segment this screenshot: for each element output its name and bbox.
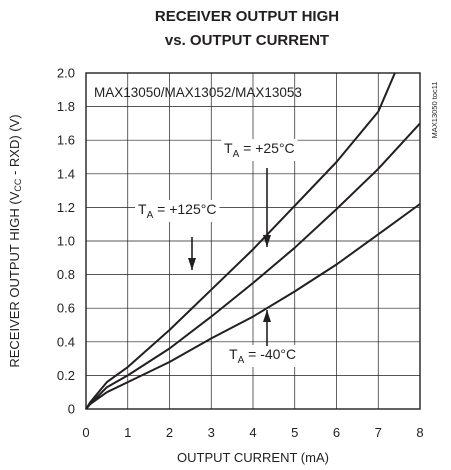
annotation-backdrop: [221, 139, 298, 161]
y-tick-label: 1.0: [57, 234, 75, 249]
y-tick-label: 1.8: [57, 99, 75, 114]
annotation-ta-25: TA = +25°C: [221, 139, 298, 247]
x-tick-label: 7: [375, 425, 382, 440]
annotation-label: TA = +125°C: [138, 201, 216, 221]
grid: [86, 73, 420, 409]
curves: [85, 72, 421, 410]
y-tick-label: 0.6: [57, 301, 75, 316]
y-tick-label: 1.2: [57, 200, 75, 215]
annotation-backdrop: [226, 345, 300, 367]
annotation-ta-125: TA = +125°C: [135, 200, 220, 270]
plot-frame: [85, 72, 421, 410]
x-tick-label: 0: [82, 425, 89, 440]
annotation-ta-minus-40: TA = -40°C: [226, 310, 300, 367]
y-tick-label: 0.8: [57, 267, 75, 282]
x-axis-label: OUTPUT CURRENT (mA): [177, 450, 329, 465]
x-tick-labels: 0 1 2 3 4 5 6 7 8: [82, 425, 423, 440]
x-tick-label: 2: [166, 425, 173, 440]
chart-title-line1: RECEIVER OUTPUT HIGH: [155, 8, 339, 25]
y-axis-label: RECEIVER OUTPUT HIGH (VCC - RXD) (V): [7, 114, 23, 367]
x-tick-label: 4: [249, 425, 256, 440]
annotation-label: TA = -40°C: [229, 346, 296, 366]
chart-title-line2: vs. OUTPUT CURRENT: [165, 32, 329, 49]
x-tick-label: 3: [208, 425, 215, 440]
annotation-backdrop: [135, 200, 220, 222]
y-tick-label: 1.4: [57, 166, 75, 181]
y-tick-label: 0.2: [57, 368, 75, 383]
toc-label: MAX13050 toc11: [430, 82, 439, 139]
y-tick-label: 2.0: [57, 66, 75, 81]
y-tick-labels: 0 0.2 0.4 0.6 0.8 1.0 1.2 1.4 1.6 1.8 2.0: [57, 66, 75, 417]
x-tick-label: 6: [333, 425, 340, 440]
curve-ta-25: [85, 122, 421, 410]
annotation-arrow-head: [263, 235, 271, 247]
curve-ta-125: [85, 72, 396, 410]
y-tick-label: 0: [68, 402, 75, 417]
x-tick-label: 8: [416, 425, 423, 440]
y-tick-label: 0.4: [57, 334, 75, 349]
x-tick-label: 5: [291, 425, 298, 440]
annotations: TA = +125°C TA = +25°C TA = -40°C: [135, 139, 300, 367]
part-number-label: MAX13050/MAX13052/MAX13053: [94, 85, 302, 100]
y-tick-label: 1.6: [57, 133, 75, 148]
annotation-arrow-head: [263, 310, 271, 322]
annotation-arrow-head: [188, 258, 196, 270]
x-tick-label: 1: [124, 425, 131, 440]
curve-ta-minus-40: [85, 203, 421, 410]
annotation-label: TA = +25°C: [224, 140, 295, 160]
